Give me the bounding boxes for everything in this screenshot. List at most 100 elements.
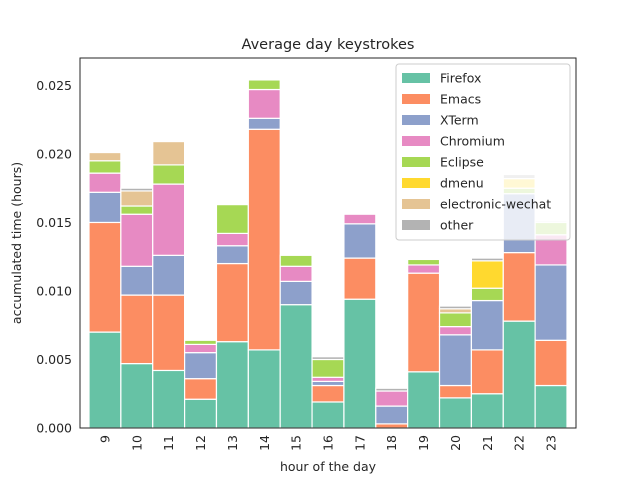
bar-segment-firefox-hour-11 bbox=[152, 369, 186, 429]
bar-segment-eclipse-hour-21 bbox=[470, 287, 504, 302]
bar-segment-xterm-hour-18 bbox=[375, 405, 409, 425]
bar-segment-emacs-hour-20 bbox=[438, 384, 472, 399]
bar-segment-xterm-hour-15 bbox=[279, 280, 313, 306]
bar-segment-chromium-hour-15 bbox=[279, 265, 313, 282]
legend-swatch bbox=[402, 199, 430, 209]
bar-segment-emacs-hour-9 bbox=[88, 221, 122, 333]
x-tick-label: 14 bbox=[257, 435, 272, 451]
bar-segment-other-hour-20 bbox=[438, 305, 472, 310]
bar-segment-xterm-hour-16 bbox=[311, 380, 345, 387]
bar-segment-chromium-hour-17 bbox=[343, 213, 377, 225]
y-tick-label: 0.015 bbox=[36, 215, 72, 230]
bar-segment-xterm-hour-12 bbox=[184, 352, 218, 380]
bar-segment-firefox-hour-22 bbox=[502, 320, 536, 429]
x-tick-label: 12 bbox=[193, 435, 208, 451]
bar-segment-eclipse-hour-9 bbox=[88, 160, 122, 174]
bar-segment-emacs-hour-17 bbox=[343, 257, 377, 300]
legend-swatch bbox=[402, 94, 430, 104]
bar-segment-emacs-hour-22 bbox=[502, 251, 536, 322]
bar-segment-xterm-hour-13 bbox=[215, 245, 249, 265]
bar-segment-eclipse-hour-20 bbox=[438, 312, 472, 328]
bar-segment-xterm-hour-9 bbox=[88, 191, 122, 224]
y-axis-label: accumulated time (hours) bbox=[9, 162, 24, 324]
bar-segment-chromium-hour-13 bbox=[215, 232, 249, 247]
bar-segment-chromium-hour-9 bbox=[88, 172, 122, 193]
bar-segment-firefox-hour-15 bbox=[279, 304, 313, 429]
bar-segment-chromium-hour-10 bbox=[120, 213, 154, 267]
x-tick-label: 19 bbox=[416, 435, 431, 451]
chart-title: Average day keystrokes bbox=[242, 37, 415, 53]
bar-segment-eclipse-hour-19 bbox=[407, 258, 441, 266]
bar-segment-emacs-hour-10 bbox=[120, 294, 154, 365]
bar-segment-eclipse-hour-16 bbox=[311, 358, 345, 378]
legend-swatch bbox=[402, 178, 430, 188]
x-tick-label: 10 bbox=[129, 435, 144, 451]
y-tick-label: 0.025 bbox=[36, 78, 72, 93]
bar-segment-firefox-hour-9 bbox=[88, 331, 122, 429]
x-tick-label: 22 bbox=[512, 435, 527, 451]
bar-segment-other-hour-21 bbox=[470, 257, 504, 262]
y-ticks: 0.000 0.005 0.010 0.015 0.020 0.025 bbox=[36, 78, 72, 436]
bar-segment-firefox-hour-21 bbox=[470, 393, 504, 429]
bar-segment-chromium-hour-19 bbox=[407, 264, 441, 274]
bar-segment-chromium-hour-14 bbox=[247, 88, 281, 119]
bar-segment-electronic-wechat-hour-11 bbox=[152, 140, 186, 166]
bar-segment-firefox-hour-14 bbox=[247, 349, 281, 429]
legend-entry-label: dmenu bbox=[440, 176, 484, 191]
legend-swatch bbox=[402, 136, 430, 146]
bar-segment-chromium-hour-11 bbox=[152, 183, 186, 256]
bar-segment-dmenu-hour-21 bbox=[470, 260, 504, 289]
bar-segment-electronic-wechat-hour-9 bbox=[88, 151, 122, 162]
bar-segment-xterm-hour-17 bbox=[343, 223, 377, 259]
bar-segment-eclipse-hour-12 bbox=[184, 339, 218, 346]
bar-segment-eclipse-hour-10 bbox=[120, 205, 154, 215]
legend-swatch bbox=[402, 115, 430, 125]
x-tick-label: 17 bbox=[352, 435, 367, 451]
bar-segment-firefox-hour-13 bbox=[215, 341, 249, 429]
bar-segment-xterm-hour-20 bbox=[438, 334, 472, 387]
bar-segment-xterm-hour-23 bbox=[534, 264, 568, 341]
bar-segment-emacs-hour-23 bbox=[534, 339, 568, 387]
x-tick-label: 15 bbox=[289, 435, 304, 451]
y-tick-label: 0.020 bbox=[36, 146, 72, 161]
bar-segment-firefox-hour-20 bbox=[438, 397, 472, 429]
bar-segment-emacs-hour-14 bbox=[247, 128, 281, 351]
bar-segment-firefox-hour-12 bbox=[184, 398, 218, 429]
legend-entry-label: electronic-wechat bbox=[440, 197, 551, 212]
bar-segment-eclipse-hour-11 bbox=[152, 164, 186, 185]
bar-segment-firefox-hour-16 bbox=[311, 401, 345, 429]
bar-segment-firefox-hour-10 bbox=[120, 362, 154, 429]
bar-segment-emacs-hour-21 bbox=[470, 349, 504, 395]
legend-box bbox=[395, 63, 571, 241]
x-tick-label: 16 bbox=[321, 435, 336, 451]
x-tick-label: 23 bbox=[544, 435, 559, 451]
bar-segment-chromium-hour-12 bbox=[184, 343, 218, 354]
x-ticks: 9 10 11 12 13 14 15 16 17 18 19 20 21 22 23 bbox=[97, 435, 558, 451]
bar-segment-chromium-hour-18 bbox=[375, 390, 409, 407]
legend: Firefox Emacs XTerm Chromium Eclipse dmenu ele… bbox=[395, 63, 571, 241]
bar-segment-emacs-hour-12 bbox=[184, 378, 218, 400]
bar-segment-firefox-hour-17 bbox=[343, 298, 377, 429]
bar-segment-firefox-hour-23 bbox=[534, 384, 568, 429]
bar-segment-other-hour-18 bbox=[375, 387, 409, 392]
legend-entry-label: XTerm bbox=[440, 113, 479, 128]
bar-segment-emacs-hour-18 bbox=[375, 423, 409, 429]
bar-segment-eclipse-hour-15 bbox=[279, 254, 313, 267]
bar-segment-emacs-hour-13 bbox=[215, 262, 249, 343]
bar-segment-other-hour-16 bbox=[311, 356, 345, 361]
bar-segment-emacs-hour-16 bbox=[311, 384, 345, 403]
y-tick-label: 0.000 bbox=[36, 421, 72, 436]
legend-entry-label: Chromium bbox=[440, 134, 505, 149]
x-tick-label: 20 bbox=[448, 435, 463, 451]
x-tick-label: 13 bbox=[225, 435, 240, 451]
bars-layer bbox=[88, 79, 568, 429]
bar-segment-electronic-wechat-hour-20 bbox=[438, 308, 472, 314]
y-tick-label: 0.010 bbox=[36, 283, 72, 298]
bar-segment-firefox-hour-19 bbox=[407, 371, 441, 429]
bar-segment-xterm-hour-10 bbox=[120, 265, 154, 296]
legend-entry-label: Eclipse bbox=[440, 155, 484, 170]
bar-segment-chromium-hour-16 bbox=[311, 376, 345, 383]
bar-segment-xterm-hour-14 bbox=[247, 117, 281, 130]
x-tick-label: 21 bbox=[480, 435, 495, 451]
